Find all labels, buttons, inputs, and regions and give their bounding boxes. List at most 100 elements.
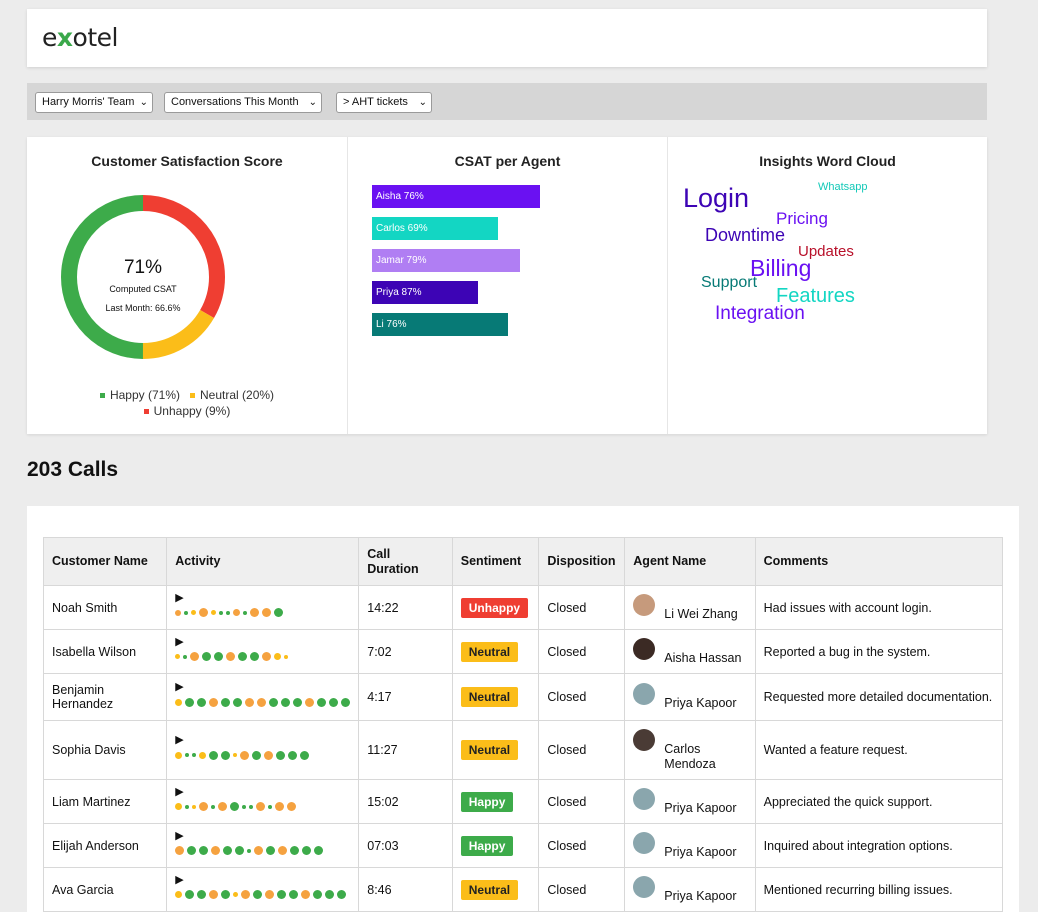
sentiment-cell: Neutral: [451, 673, 540, 721]
play-icon[interactable]: ▶: [175, 734, 184, 746]
table-row[interactable]: Noah Smith ▶ 14:22 Unhappy Closed Li Wei Zhan…: [42, 585, 1004, 630]
legend-neutral: Neutral (20%): [190, 388, 274, 402]
metric-select[interactable]: > AHT tickets ⌄: [336, 92, 432, 113]
activity-dot: [202, 652, 212, 661]
activity-dot: [175, 698, 183, 706]
agent-csat-panel: CSAT per Agent Aisha 76% Carlos 69% Jamar …: [347, 137, 667, 434]
agent-cell: Carlos Mendoza: [624, 720, 756, 780]
activity-dot: [281, 697, 291, 707]
activity-dot: [209, 890, 219, 899]
activity-dot: [257, 697, 267, 707]
activity-dot: [268, 804, 273, 809]
customer-name-cell: Benjamin Hernandez: [42, 673, 168, 721]
word-updates: Updates: [798, 243, 854, 260]
activity-dot: [241, 890, 251, 899]
table-row[interactable]: Benjamin Hernandez ▶ 4:17 Neutral Closed Priy…: [42, 673, 1004, 721]
activity-dot: [238, 652, 248, 661]
agent-avatar: [633, 683, 656, 705]
activity-dot: [211, 610, 217, 615]
activity-cell: ▶: [166, 720, 360, 780]
activity-dot: [185, 753, 190, 757]
exotel-logo[interactable]: exotel: [42, 23, 118, 52]
column-header-duration[interactable]: Call Duration: [358, 537, 453, 586]
table-row[interactable]: Ava Garcia ▶ 8:46 Neutral Closed Priya Kapoor…: [42, 867, 1004, 912]
column-header-sentiment[interactable]: Sentiment: [451, 537, 540, 586]
activity-dot: [209, 750, 219, 760]
activity-dot: [249, 804, 254, 809]
sentiment-badge: Neutral: [460, 641, 519, 662]
table-row[interactable]: Isabella Wilson ▶ 7:02 Neutral Closed Aisha H…: [42, 629, 1004, 674]
activity-dot: [211, 846, 221, 855]
play-icon[interactable]: ▶: [175, 785, 184, 798]
table-row[interactable]: Elijah Anderson ▶ 07:03 Happy Closed Priya Ka…: [42, 823, 1004, 868]
duration-cell: 8:46: [358, 867, 453, 912]
play-icon[interactable]: ▶: [175, 681, 184, 693]
activity-timeline: [175, 651, 350, 663]
activity-dot: [329, 697, 339, 707]
agent-bar[interactable]: Carlos 69%: [372, 217, 498, 240]
dashboard-panels: Customer Satisfaction Score 71% Computed…: [27, 137, 987, 434]
activity-dot: [209, 697, 219, 707]
activity-dot: [325, 890, 335, 899]
activity-dot: [266, 846, 276, 855]
sentiment-badge: Neutral: [460, 740, 519, 760]
activity-timeline: [175, 801, 350, 813]
play-icon[interactable]: ▶: [175, 591, 184, 604]
csat-value: 71%: [123, 257, 163, 278]
period-select[interactable]: Conversations This Month ⌄: [164, 92, 322, 113]
agent-cell: Aisha Hassan: [624, 629, 756, 674]
chevron-down-icon: ⌄: [418, 97, 427, 108]
donut-neutral-segment: [61, 195, 225, 359]
activity-dot: [247, 848, 252, 853]
activity-dot: [277, 890, 287, 899]
comment-cell: Appreciated the quick support.: [754, 779, 1004, 824]
word-downtime: Downtime: [705, 225, 786, 245]
activity-dot: [254, 846, 264, 855]
activity-dot: [175, 751, 183, 759]
activity-dot: [175, 609, 182, 616]
column-header-activity[interactable]: Activity: [166, 537, 360, 586]
activity-dot: [256, 802, 266, 811]
table-row[interactable]: Liam Martinez ▶ 15:02 Happy Closed Priya Kapo…: [42, 779, 1004, 824]
activity-dot: [218, 802, 228, 811]
agent-name: Aisha Hassan: [664, 650, 742, 665]
csat-donut: [61, 195, 225, 359]
comment-cell: Wanted a feature request.: [754, 720, 1004, 780]
customer-name-cell: Noah Smith: [42, 585, 168, 630]
disposition-cell: Closed: [538, 673, 626, 721]
duration-cell: 15:02: [358, 779, 453, 824]
activity-dot: [301, 890, 311, 899]
filter-bar: Harry Morris' Team ⌄ Conversations This M…: [27, 83, 987, 120]
column-header-customer[interactable]: Customer Name: [42, 537, 168, 586]
play-icon[interactable]: ▶: [175, 829, 184, 842]
donut-center: 71% Computed CSAT Last Month: 66.6%: [63, 257, 223, 313]
activity-dot: [214, 652, 224, 661]
activity-dot: [221, 890, 231, 899]
activity-cell: ▶: [166, 823, 360, 868]
column-header-disposition[interactable]: Disposition: [538, 537, 626, 586]
activity-dot: [275, 802, 285, 811]
word-features: Features: [776, 285, 855, 307]
csat-panel: Customer Satisfaction Score 71% Computed…: [27, 137, 347, 434]
agent-bar[interactable]: Aisha 76%: [372, 185, 540, 208]
activity-dot: [211, 804, 216, 809]
activity-timeline: [175, 749, 350, 761]
play-icon[interactable]: ▶: [175, 635, 184, 648]
team-select[interactable]: Harry Morris' Team ⌄: [35, 92, 153, 113]
agent-chart-title: CSAT per Agent: [454, 153, 561, 169]
activity-dot: [274, 653, 282, 660]
column-header-agent[interactable]: Agent Name: [624, 537, 756, 586]
duration-cell: 07:03: [358, 823, 453, 868]
activity-dot: [226, 610, 231, 615]
agent-bar[interactable]: Jamar 79%: [372, 249, 520, 272]
column-header-comments[interactable]: Comments: [754, 537, 1004, 586]
table-row[interactable]: Sophia Davis ▶ 11:27 Neutral Closed Carlos Me…: [42, 720, 1004, 780]
app-header: exotel: [27, 9, 987, 67]
activity-dot: [233, 753, 238, 757]
agent-bar[interactable]: Li 76%: [372, 313, 508, 336]
activity-cell: ▶: [166, 673, 360, 721]
legend-unhappy: Unhappy (9%): [143, 404, 230, 418]
agent-bar[interactable]: Priya 87%: [372, 281, 478, 304]
play-icon[interactable]: ▶: [175, 873, 184, 886]
activity-dot: [192, 753, 197, 757]
